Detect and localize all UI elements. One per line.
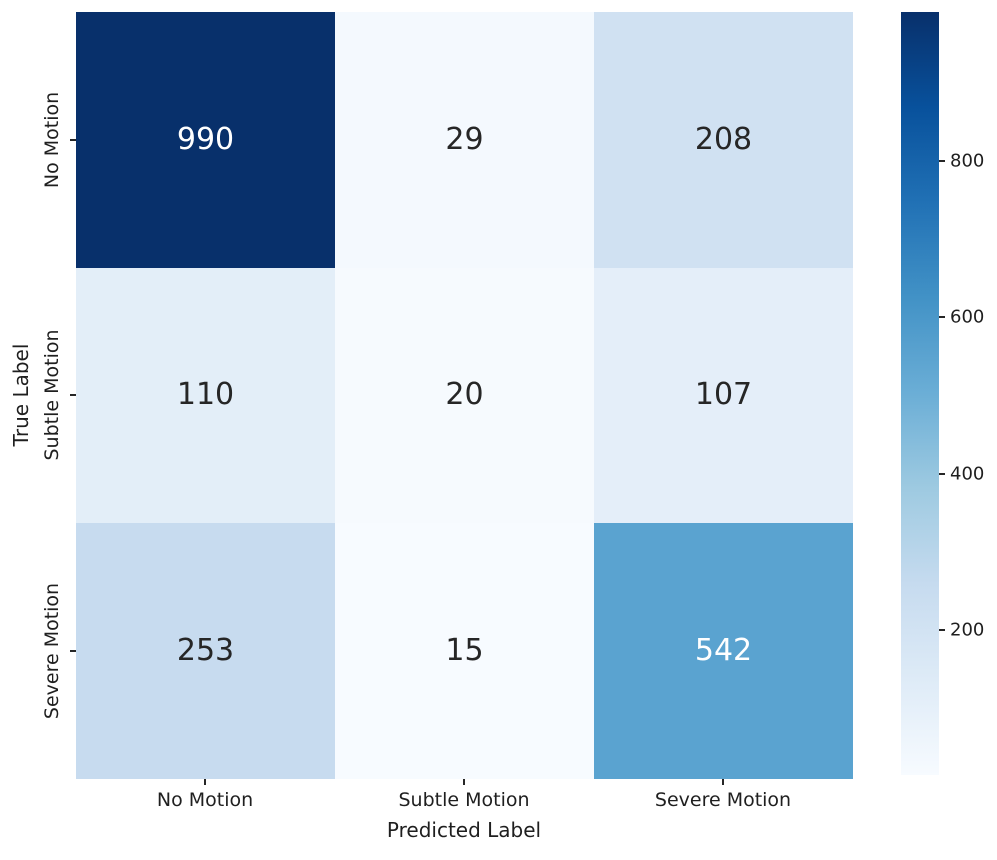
heatmap-cell: 990 [76, 12, 335, 268]
x-axis-tick [722, 779, 724, 785]
y-axis-title: True Label [9, 343, 33, 447]
colorbar-tick-label: 800 [950, 150, 985, 172]
heatmap-cell: 20 [335, 267, 594, 524]
y-axis-tick [70, 139, 76, 141]
colorbar-tick [939, 629, 945, 632]
colorbar-tick [939, 472, 945, 475]
colorbar-tick-label: 400 [950, 463, 985, 485]
x-tick-label: No Motion [156, 789, 254, 811]
heatmap-cell: 253 [76, 523, 335, 779]
y-axis-tick [70, 650, 76, 652]
colorbar-tick-label: 200 [950, 619, 985, 641]
colorbar-tick [939, 159, 945, 162]
heatmap-cell: 542 [594, 523, 853, 779]
colorbar-tick [939, 316, 945, 319]
heatmap-cell: 110 [76, 267, 335, 524]
y-axis-tick [70, 394, 76, 396]
heatmap-cell: 107 [594, 267, 853, 524]
y-tick-label: Subtle Motion [41, 329, 63, 461]
y-tick-label: No Motion [41, 91, 63, 189]
heatmap-cell: 15 [335, 523, 594, 779]
x-tick-label: Subtle Motion [398, 789, 530, 811]
colorbar [901, 12, 939, 775]
heatmap-cell: 208 [594, 12, 853, 268]
x-axis-title: Predicted Label [386, 818, 542, 842]
x-axis-tick [204, 779, 206, 785]
x-tick-label: Severe Motion [654, 789, 792, 811]
x-axis-tick [463, 779, 465, 785]
heatmap-grid: 990 29 208 110 20 107 253 15 542 [76, 12, 853, 779]
colorbar-tick-label: 600 [950, 306, 985, 328]
y-tick-label: Severe Motion [41, 582, 63, 720]
heatmap-cell: 29 [335, 12, 594, 268]
